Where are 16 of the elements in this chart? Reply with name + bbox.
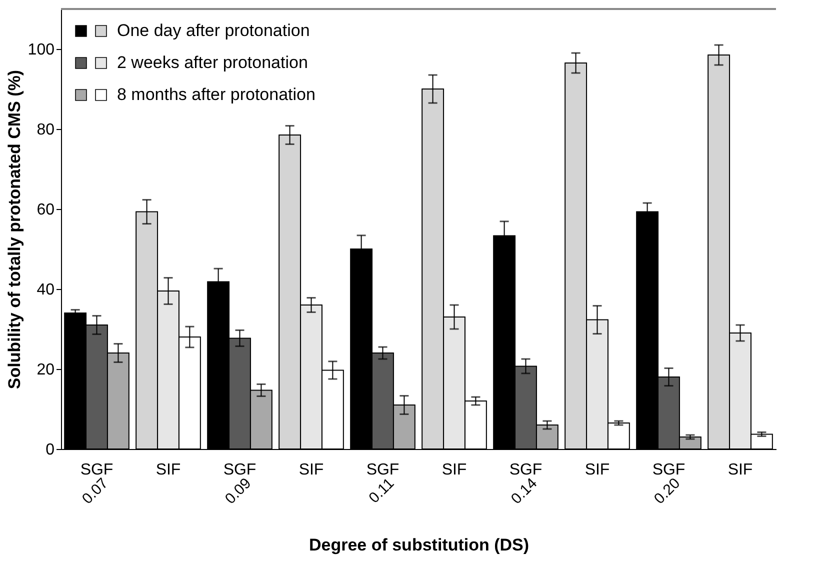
y-tick-label: 60 <box>36 202 55 218</box>
y-tick-label: 40 <box>36 282 55 298</box>
y-tick-label: 20 <box>36 362 55 378</box>
y-tick-label: 80 <box>36 122 55 138</box>
x-axis-title: Degree of substitution (DS) <box>308 536 530 554</box>
legend-label: 8 months after protonation <box>117 85 316 104</box>
x-tick-label: SIF <box>298 462 324 478</box>
x-tick-label: SIF <box>442 462 467 478</box>
x-tick-label: SIF <box>584 462 610 478</box>
legend-label: One day after protonation <box>117 21 310 40</box>
y-axis-title: Solubility of totally protonated CMS (%) <box>4 70 24 390</box>
y-tick-label: 0 <box>46 442 55 458</box>
x-tick-label: SIF <box>156 462 181 478</box>
x-tick-label: SIF <box>728 462 753 478</box>
y-tick-label: 100 <box>28 42 55 58</box>
legend-label: 2 weeks after protonation <box>117 53 308 72</box>
